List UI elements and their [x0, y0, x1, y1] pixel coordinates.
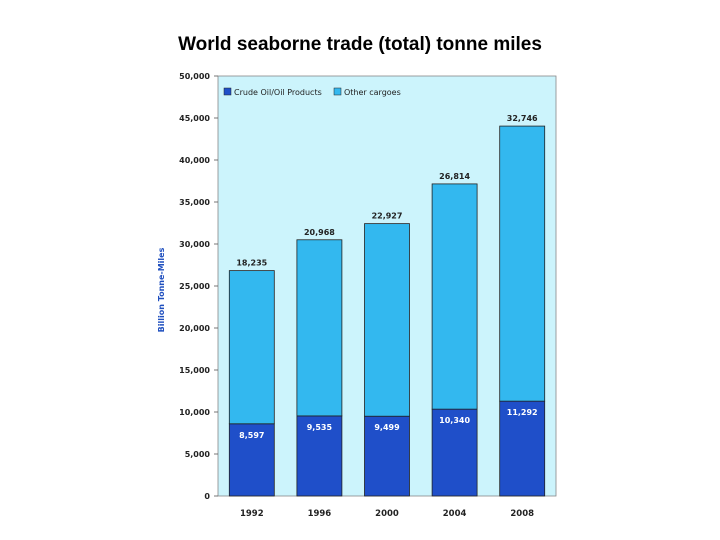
bar-other-cargoes: [364, 223, 410, 417]
data-label-crude-oil: 9,499: [374, 423, 400, 432]
legend-label: Other cargoes: [344, 88, 401, 97]
data-label-crude-oil: 8,597: [239, 431, 264, 440]
bars-group: 8,597 18,235 9,535 20,968 9,499 22,927 10,340 2…: [228, 114, 546, 497]
bar-crude-oil: [296, 415, 343, 497]
y-tick-label: 40,000: [179, 156, 210, 165]
legend: Crude Oil/Oil Products Other cargoes: [223, 87, 401, 97]
legend-label: Crude Oil/Oil Products: [234, 88, 322, 97]
x-tick-label: 1996: [308, 509, 332, 519]
bar-other-cargoes: [228, 270, 275, 425]
data-label-other-cargoes: 32,746: [507, 114, 538, 123]
x-axis: 1992 1996 2000 2004 2008: [240, 509, 534, 519]
y-tick-label: 25,000: [179, 282, 210, 291]
y-axis-label: Billion Tonne-Miles: [157, 247, 166, 332]
y-tick-label: 0: [204, 492, 210, 501]
x-tick-label: 1992: [240, 509, 264, 519]
legend-swatch: [333, 87, 342, 96]
slide-title: World seaborne trade (total) tonne miles: [178, 34, 542, 55]
bar-other-cargoes: [296, 239, 343, 417]
y-tick-label: 15,000: [179, 366, 210, 375]
y-tick-label: 30,000: [179, 240, 210, 249]
y-axis: 0 5,000 10,000 15,000 20,000 25,000 30,000 35,0…: [179, 72, 218, 501]
y-tick-label: 45,000: [179, 114, 210, 123]
y-tick-label: 50,000: [179, 72, 210, 81]
data-label-other-cargoes: 20,968: [304, 228, 335, 237]
y-tick-label: 20,000: [179, 324, 210, 333]
y-tick-label: 35,000: [179, 198, 210, 207]
legend-swatch: [223, 87, 232, 96]
data-label-other-cargoes: 26,814: [439, 172, 470, 181]
data-label-crude-oil: 9,535: [307, 423, 333, 432]
data-label-other-cargoes: 18,235: [236, 259, 267, 268]
bar-crude-oil: [364, 415, 410, 497]
x-tick-label: 2004: [443, 509, 467, 519]
y-tick-label: 5,000: [185, 450, 211, 459]
bar-other-cargoes: [499, 125, 546, 402]
x-tick-label: 2008: [510, 509, 534, 519]
data-label-other-cargoes: 22,927: [372, 212, 403, 221]
data-label-crude-oil: 11,292: [507, 408, 538, 417]
bar-crude-oil: [499, 400, 546, 497]
bar-other-cargoes: [431, 183, 478, 410]
data-label-crude-oil: 10,340: [439, 416, 470, 425]
bar-crude-oil: [228, 423, 275, 497]
x-tick-label: 2000: [375, 509, 399, 519]
y-tick-label: 10,000: [179, 408, 210, 417]
